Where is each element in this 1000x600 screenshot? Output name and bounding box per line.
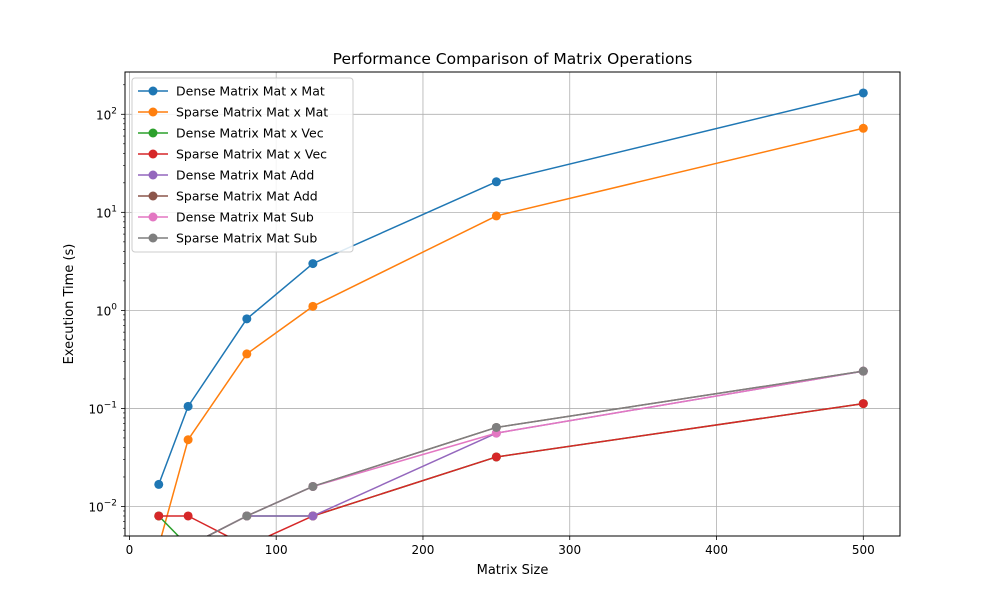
data-point (308, 511, 318, 521)
data-point (183, 435, 193, 445)
series-line (158, 92, 864, 485)
data-point (491, 177, 501, 187)
y-tick-label: 100 (96, 302, 117, 318)
x-tick-label: 200 (412, 543, 435, 557)
data-point (242, 349, 252, 359)
data-point (491, 452, 501, 462)
series-layer (154, 88, 868, 536)
data-point (858, 399, 868, 409)
data-point (491, 211, 501, 221)
legend-marker (148, 170, 158, 180)
data-point (154, 511, 164, 521)
plot-frame (124, 71, 901, 537)
y-axis-label: Execution Time (s) (62, 244, 77, 365)
legend-label: Dense Matrix Mat Add (176, 168, 314, 183)
y-tick-label: 101 (96, 204, 117, 220)
y-tick-label: 10−1 (88, 400, 117, 416)
x-tick-label: 400 (705, 543, 728, 557)
legend-marker (148, 86, 158, 96)
tick-layer: 0 100 200 300 400 500 10−2 10−1 100 101 102 (88, 84, 875, 557)
legend-label: Sparse Matrix Mat Add (176, 189, 318, 204)
legend-label: Sparse Matrix Mat x Vec (176, 147, 327, 162)
x-tick-label: 500 (852, 543, 875, 557)
x-tick-label: 100 (265, 543, 288, 557)
legend-marker (148, 149, 158, 159)
data-point (308, 259, 318, 269)
data-point (858, 366, 868, 376)
data-point (183, 401, 193, 411)
legend: Dense Matrix Mat x Mat Sparse Matrix Mat … (131, 77, 354, 253)
data-point (491, 422, 501, 432)
data-point (858, 123, 868, 133)
x-tick-label: 0 (126, 543, 134, 557)
legend-box (131, 77, 354, 253)
legend-label: Dense Matrix Mat x Vec (176, 126, 324, 141)
series-line (206, 370, 864, 536)
legend-label: Sparse Matrix Mat Sub (176, 231, 317, 246)
data-point (183, 511, 193, 521)
legend-label: Sparse Matrix Mat x Mat (176, 105, 328, 120)
legend-marker (148, 128, 158, 138)
data-point (242, 314, 252, 324)
legend-marker (148, 107, 158, 117)
chart-title: Performance Comparison of Matrix Operati… (333, 50, 693, 68)
x-tick-label: 300 (558, 543, 581, 557)
data-point (308, 301, 318, 311)
series-line (158, 402, 864, 536)
legend-marker (148, 191, 158, 201)
data-point (858, 88, 868, 98)
legend-marker (148, 233, 158, 243)
legend-label: Dense Matrix Mat x Mat (176, 84, 325, 99)
data-point (242, 511, 252, 521)
legend-marker (148, 212, 158, 222)
y-tick-label: 102 (96, 106, 117, 122)
series-line (160, 127, 864, 536)
legend-label: Dense Matrix Mat Sub (176, 210, 314, 225)
data-point (308, 481, 318, 491)
x-axis-label: Matrix Size (477, 563, 549, 578)
data-point (154, 479, 164, 489)
y-tick-label: 10−2 (88, 498, 117, 514)
